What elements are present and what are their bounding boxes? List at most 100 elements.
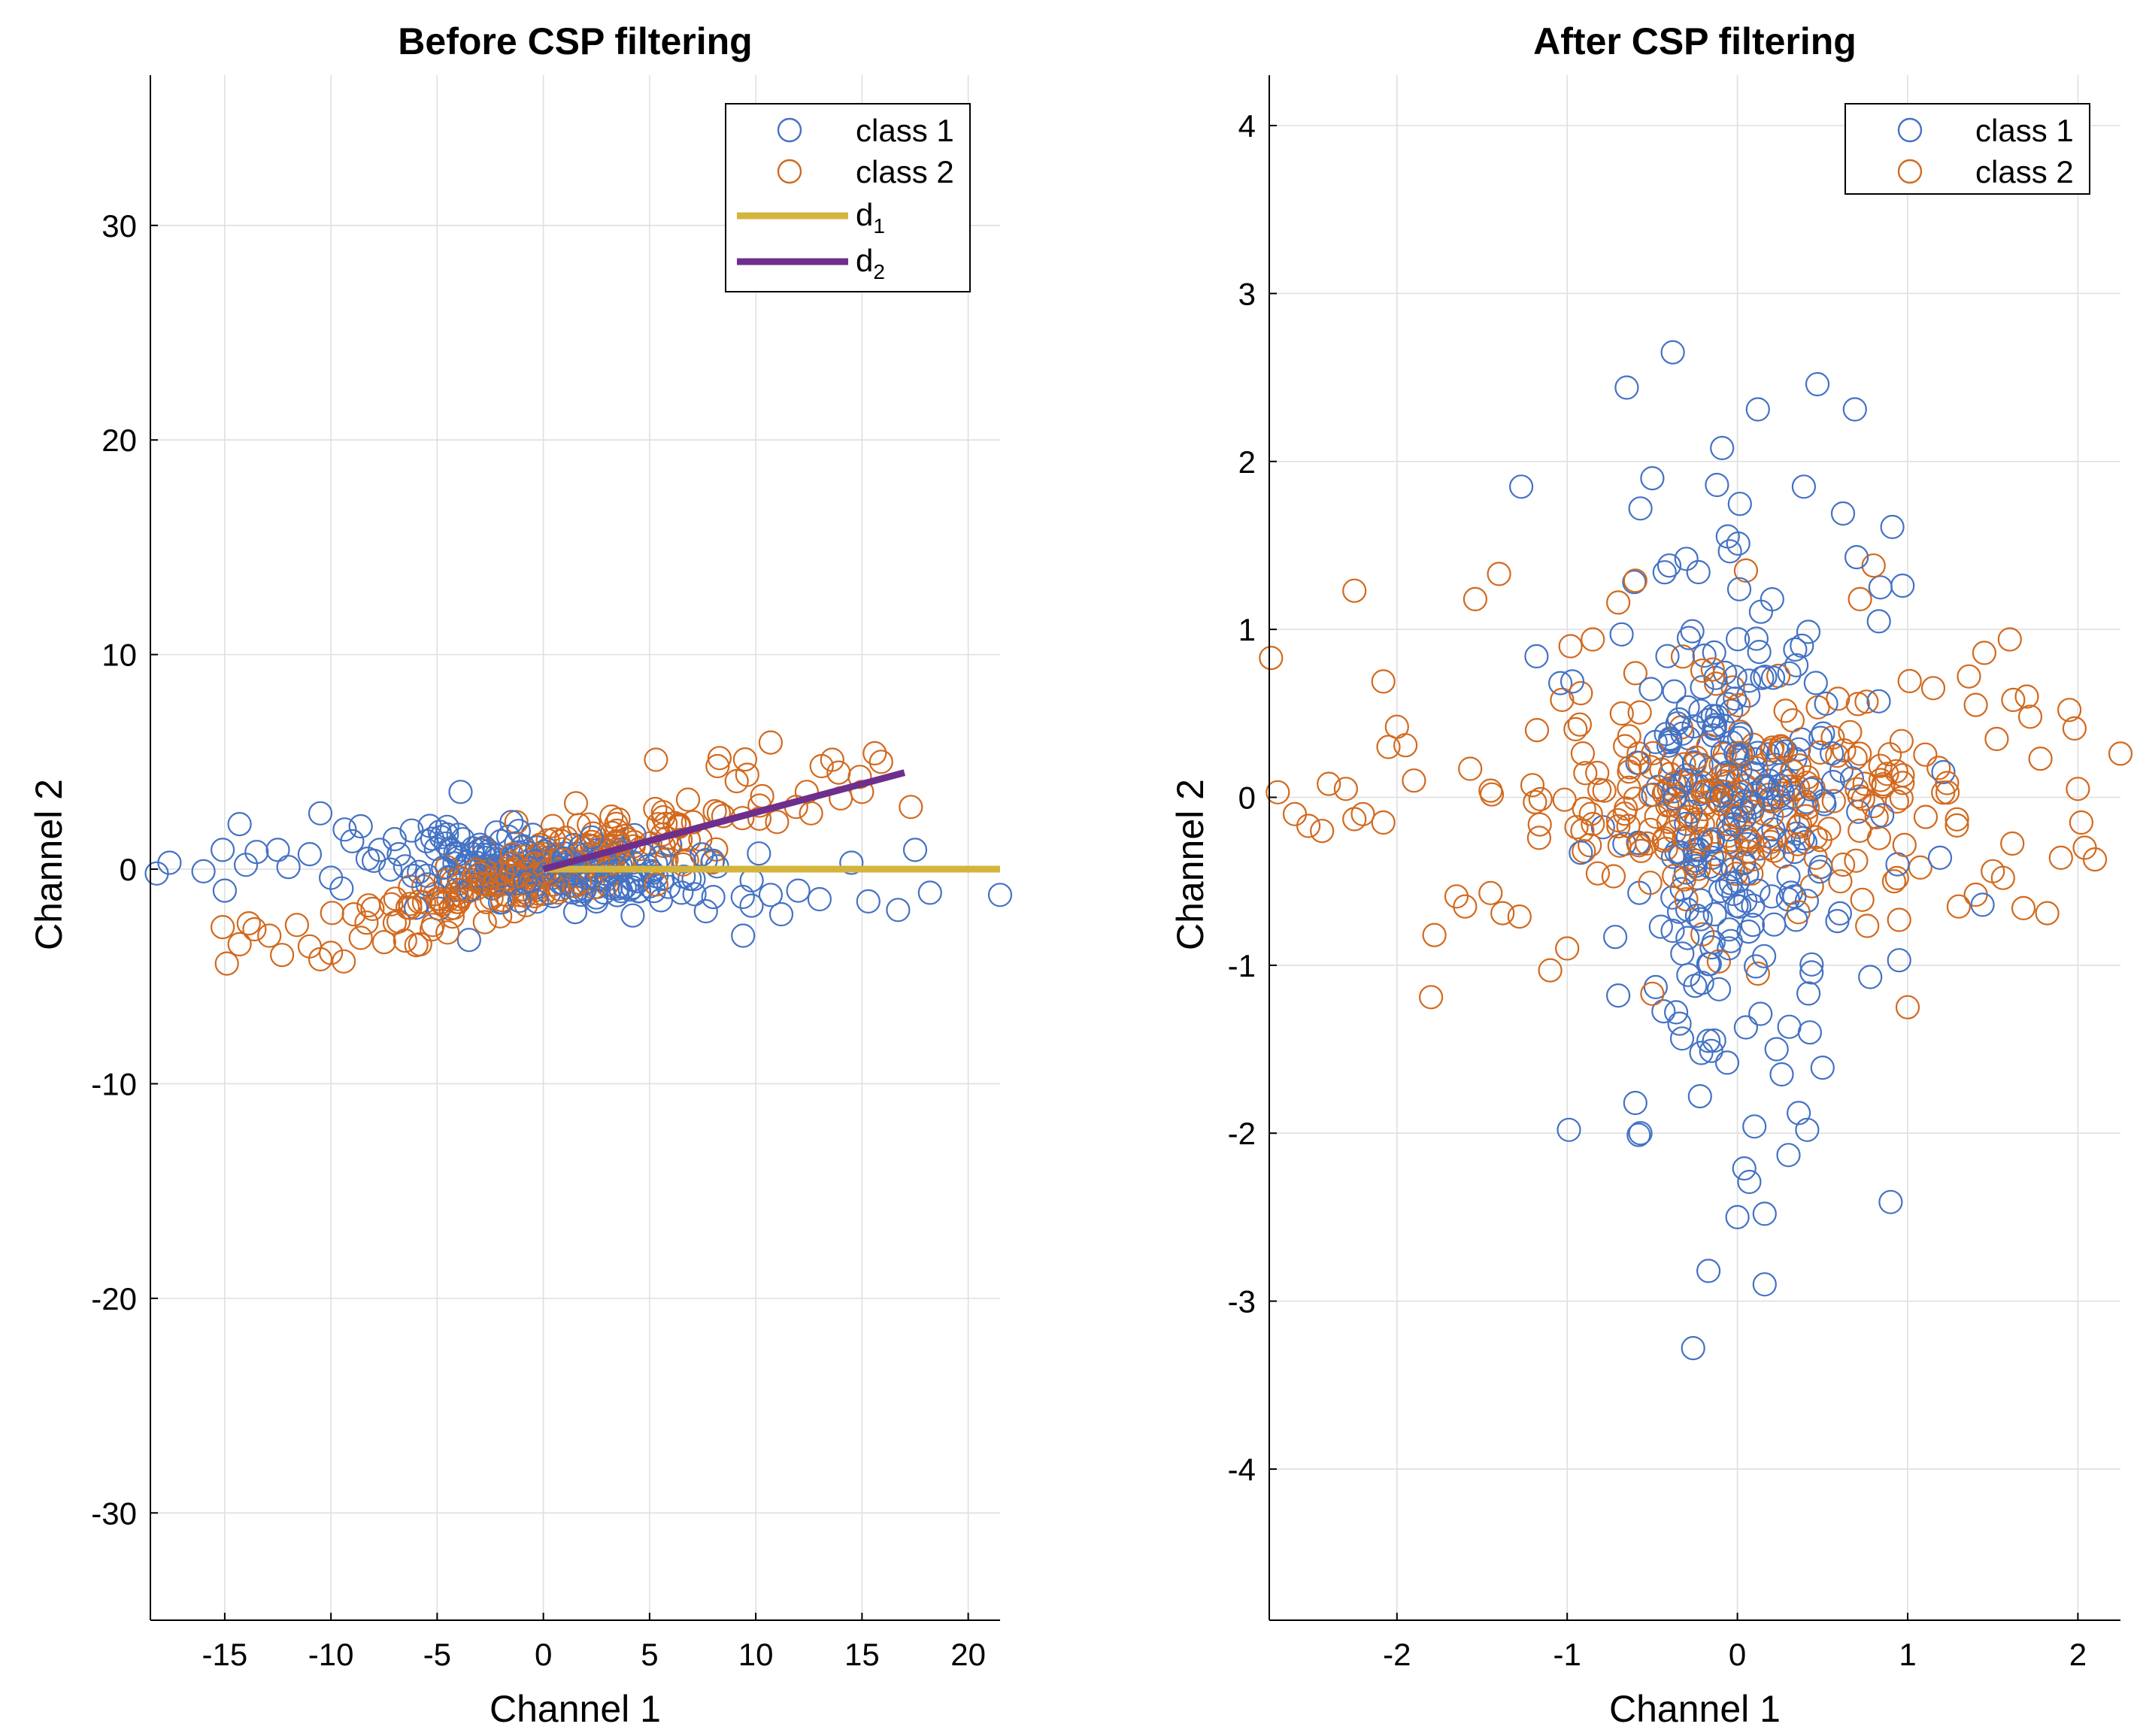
class1-point <box>157 850 182 875</box>
right-legend-class1-label: class 1 <box>1975 113 2074 148</box>
class2-point <box>1333 777 1359 801</box>
class1-point <box>1820 769 1845 795</box>
class1-point <box>1702 715 1727 740</box>
class1-point <box>1782 884 1807 909</box>
right-y-tick-label: -3 <box>1228 1284 1256 1319</box>
class2-point <box>379 892 404 916</box>
class2-point <box>535 828 560 853</box>
class2-point <box>1558 634 1583 659</box>
class1-point <box>1660 918 1685 944</box>
class2-point <box>242 916 267 942</box>
right-data-marks <box>1259 340 2133 1361</box>
class1-point <box>1783 637 1808 662</box>
class1-point <box>1717 917 1741 942</box>
class2-point <box>1838 720 1863 744</box>
class2-point <box>1572 838 1596 864</box>
class1-point <box>1699 1038 1723 1063</box>
right-chart-title: After CSP filtering <box>1533 20 1857 62</box>
class1-point <box>1614 375 1639 400</box>
class1-point <box>620 875 645 900</box>
class2-point <box>1913 742 1938 767</box>
left-axes <box>150 75 1000 1621</box>
class2-point <box>1606 813 1631 839</box>
class1-point <box>414 863 440 888</box>
class1-point <box>1726 577 1752 601</box>
class1-point <box>1609 622 1634 647</box>
class2-point <box>382 910 408 935</box>
class2-point <box>1926 756 1951 780</box>
class1-point <box>1844 544 1869 570</box>
class1-point <box>1745 397 1770 422</box>
right-legend: class 1 class 2 <box>1844 103 2090 195</box>
class2-point <box>899 795 923 820</box>
class1-point <box>1603 925 1628 950</box>
d2-direction-line <box>542 769 906 873</box>
right-x-axis-label: Channel 1 <box>1609 1688 1781 1730</box>
class2-point <box>1672 867 1696 892</box>
class1-point <box>1710 435 1735 461</box>
class1-point <box>308 801 333 826</box>
class1-point <box>1830 501 1856 526</box>
class2-point <box>1803 825 1828 850</box>
left-legend-d1-label: d1 <box>856 197 885 238</box>
class1-point <box>1699 829 1725 854</box>
class2-point <box>765 810 790 835</box>
class1-point <box>1524 644 1549 669</box>
class2-point <box>566 813 592 838</box>
class1-point <box>1702 640 1726 665</box>
class2-point <box>735 762 759 787</box>
class1-point <box>1667 1011 1692 1036</box>
left-y-tick-label: 30 <box>102 208 137 244</box>
class2-point <box>1526 826 1552 850</box>
class1-point <box>758 883 784 907</box>
class1-point <box>1927 845 1953 871</box>
class2-point <box>1623 568 1647 593</box>
class2-point <box>490 888 515 913</box>
class1-point <box>1697 854 1722 879</box>
left-legend-class2-marker <box>777 159 802 184</box>
left-direction-lines <box>542 769 1000 873</box>
right-panel: -2 -1 0 1 2 -4 -3 -2 -1 0 1 2 3 4 After CSP filtering… <box>1169 20 2133 1730</box>
class2-point <box>1831 852 1856 877</box>
class2-point <box>1684 745 1709 770</box>
class2-point <box>1795 765 1820 789</box>
class2-point <box>1957 664 1981 689</box>
class1-point <box>438 838 463 863</box>
class1-point <box>1752 944 1777 968</box>
class1-point <box>1752 1201 1777 1226</box>
class1-point <box>739 893 764 918</box>
right-y-tick-label: -4 <box>1228 1452 1256 1487</box>
class1-point <box>1688 698 1713 723</box>
class1-point <box>1931 759 1956 785</box>
class2-point <box>1617 759 1641 784</box>
right-legend-class2-marker <box>1897 159 1923 184</box>
class1-point <box>1696 952 1720 977</box>
class1-point <box>682 882 707 907</box>
class1-point <box>1784 907 1808 932</box>
class1-point <box>839 850 864 875</box>
class1-point <box>244 840 269 865</box>
class1-point <box>1666 707 1691 732</box>
class1-point <box>1808 859 1832 884</box>
class1-point <box>340 829 365 854</box>
class2-point <box>1422 923 1447 947</box>
class2-point <box>1935 771 1960 795</box>
class1-point <box>1717 936 1741 961</box>
class1-point <box>1732 1156 1757 1181</box>
class1-point <box>1717 829 1741 855</box>
class2-point <box>1770 736 1796 762</box>
left-x-axis-label: Channel 1 <box>490 1688 661 1730</box>
class2-point <box>1527 812 1552 837</box>
class1-point <box>579 825 604 850</box>
class1-point <box>1776 829 1801 854</box>
class2-point <box>1487 562 1511 586</box>
class2-point <box>1821 789 1846 813</box>
right-y-tick-label: -1 <box>1228 948 1256 983</box>
right-y-axis-label: Channel 2 <box>1169 779 1211 950</box>
class1-point <box>1768 773 1793 798</box>
class1-point <box>448 780 473 804</box>
class2-point <box>1259 645 1284 671</box>
class2-point <box>1638 817 1663 842</box>
class2-point <box>1875 762 1899 786</box>
class2-point <box>1657 762 1683 786</box>
